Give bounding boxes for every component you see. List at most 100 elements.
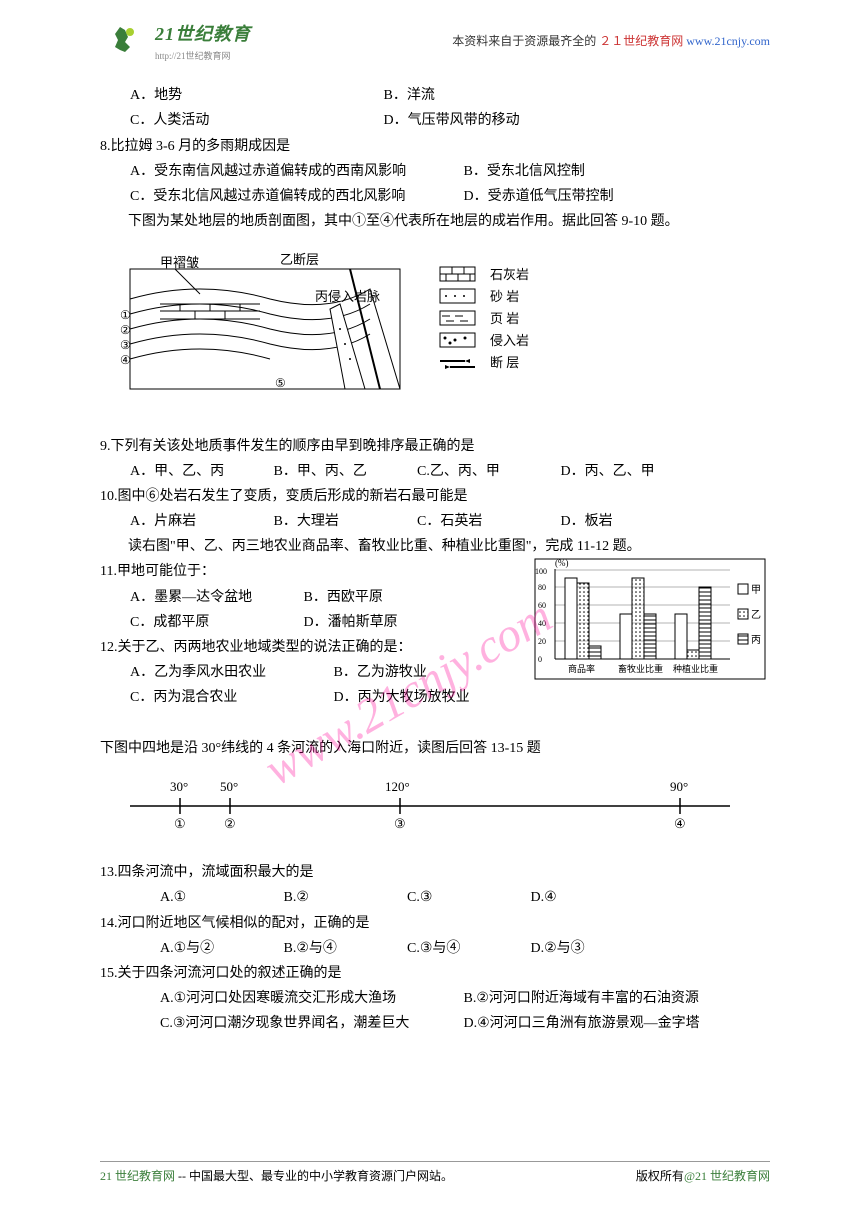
svg-text:石灰岩: 石灰岩	[490, 267, 529, 282]
q8-options-row1: A．受东南信风越过赤道偏转成的西南风影响 B．受东北信风控制	[100, 159, 770, 184]
prev-question-options-1: A．地势 B．洋流	[100, 83, 770, 108]
q14-a: A.①与②	[160, 936, 250, 961]
svg-text:丙: 丙	[751, 635, 761, 646]
question-8-stem: 8.比拉姆 3-6 月的多雨期成因是	[100, 134, 770, 159]
question-15-stem: 15.关于四条河流河口处的叙述正确的是	[100, 961, 770, 986]
svg-text:80: 80	[538, 583, 546, 592]
svg-text:甲褶皱: 甲褶皱	[160, 255, 199, 270]
svg-text:①: ①	[174, 816, 186, 831]
q13-intro: 下图中四地是沿 30°纬线的 4 条河流的入海口附近，读图后回答 13-15 题	[100, 736, 770, 761]
question-9-stem: 9.下列有关该处地质事件发生的顺序由早到晚排序最正确的是	[100, 434, 770, 459]
svg-text:砂 岩: 砂 岩	[490, 289, 519, 304]
footer-text: -- 中国最大型、最专业的中小学教育资源门户网站。	[175, 1169, 453, 1183]
bar-chart: (%) 0 20 40 60 80 100 商品率 畜牧业比重 种植业比重 甲 乙 丙	[530, 554, 770, 684]
q11-b: B．西欧平原	[304, 590, 383, 605]
q14-options: A.①与② B.②与④ C.③与④ D.②与③	[100, 936, 770, 961]
opt-c: C．人类活动	[130, 108, 380, 133]
svg-text:②: ②	[224, 816, 236, 831]
question-10-stem: 10.图中⑥处岩石发生了变质，变质后形成的新岩石最可能是	[100, 484, 770, 509]
q13-c: C.③	[407, 885, 497, 910]
q10-options: A．片麻岩 B．大理岩 C．石英岩 D．板岩	[100, 509, 770, 534]
q13-b: B.②	[284, 885, 374, 910]
q12-b: B．乙为游牧业	[334, 665, 427, 680]
q9-b: B．甲、丙、乙	[274, 459, 414, 484]
svg-text:④: ④	[120, 353, 131, 367]
q8-d: D．受赤道低气压带控制	[464, 189, 614, 204]
svg-text:④: ④	[674, 816, 686, 831]
q11-d: D．潘帕斯草原	[304, 615, 398, 630]
logo-url: http://21世纪教育网	[155, 49, 251, 63]
logo-runner-icon	[100, 22, 150, 62]
svg-text:页 岩: 页 岩	[490, 311, 519, 326]
svg-text:20: 20	[538, 637, 546, 646]
page-footer: 21 世纪教育网 -- 中国最大型、最专业的中小学教育资源门户网站。 版权所有@…	[100, 1161, 770, 1186]
svg-text:商品率: 商品率	[568, 663, 595, 674]
q10-a: A．片麻岩	[130, 509, 270, 534]
q13-d: D.④	[531, 885, 621, 910]
q11-c: C．成都平原	[130, 610, 300, 635]
q15-row2: C.③河河口潮汐现象世界闻名，潮差巨大 D.④河河口三角洲有旅游景观—金字塔	[100, 1011, 770, 1036]
q11-a: A．墨累—达令盆地	[130, 585, 300, 610]
svg-text:100: 100	[535, 567, 547, 576]
geology-diagram: 甲褶皱 乙断层 丙侵入岩脉 ① ② ③ ④ ⑤ 石灰岩 砂 岩 页 岩 侵入岩	[120, 249, 600, 399]
svg-text:种植业比重: 种植业比重	[673, 663, 718, 674]
question-13-stem: 13.四条河流中，流域面积最大的是	[100, 860, 770, 885]
q14-c: C.③与④	[407, 936, 497, 961]
svg-text:60: 60	[538, 601, 546, 610]
svg-text:侵入岩: 侵入岩	[490, 333, 529, 348]
svg-text:③: ③	[120, 338, 131, 352]
q8-options-row2: C．受东北信风越过赤道偏转成的西北风影响 D．受赤道低气压带控制	[100, 184, 770, 209]
opt-d: D．气压带风带的移动	[384, 108, 520, 133]
q12-row2: C．丙为混合农业 D．丙为大牧场放牧业	[100, 685, 770, 710]
page-header: 21世纪教育 http://21世纪教育网 本资料来自于资源最齐全的 ２１世纪教…	[100, 20, 770, 63]
opt-a: A．地势	[130, 83, 380, 108]
svg-text:0: 0	[538, 655, 542, 664]
footer-copyright: 版权所有	[636, 1169, 684, 1183]
q15-b: B.②河河口附近海域有丰富的石油资源	[464, 991, 699, 1006]
svg-text:②: ②	[120, 323, 131, 337]
question-14-stem: 14.河口附近地区气候相似的配对，正确的是	[100, 911, 770, 936]
svg-text:乙断层: 乙断层	[280, 252, 319, 267]
q9-d: D．丙、乙、甲	[561, 459, 701, 484]
q13-options: A.① B.② C.③ D.④	[100, 885, 770, 910]
svg-text:断 层: 断 层	[490, 355, 519, 370]
q15-row1: A.①河河口处因寒暖流交汇形成大渔场 B.②河河口附近海域有丰富的石油资源	[100, 986, 770, 1011]
q12-a: A．乙为季风水田农业	[130, 660, 330, 685]
q12-c: C．丙为混合农业	[130, 685, 330, 710]
svg-text:⑤: ⑤	[275, 376, 286, 390]
svg-text:(%): (%)	[555, 558, 569, 568]
q10-d: D．板岩	[561, 509, 701, 534]
q10-b: B．大理岩	[274, 509, 414, 534]
q9-options: A．甲、乙、丙 B．甲、丙、乙 C.乙、丙、甲 D．丙、乙、甲	[100, 459, 770, 484]
q15-d: D.④河河口三角洲有旅游景观—金字塔	[464, 1016, 700, 1031]
svg-text:③: ③	[394, 816, 406, 831]
svg-text:畜牧业比重: 畜牧业比重	[618, 663, 663, 674]
q14-b: B.②与④	[284, 936, 374, 961]
q8-a: A．受东南信风越过赤道偏转成的西南风影响	[130, 159, 460, 184]
q13-a: A.①	[160, 885, 250, 910]
svg-text:30°: 30°	[170, 779, 188, 794]
logo-title: 21世纪教育	[155, 20, 251, 49]
svg-text:40: 40	[538, 619, 546, 628]
source-attribution: 本资料来自于资源最齐全的 ２１世纪教育网 www.21cnjy.com	[452, 32, 770, 51]
prev-question-options-2: C．人类活动 D．气压带风带的移动	[100, 108, 770, 133]
source-prefix: 本资料来自于资源最齐全的	[452, 34, 596, 48]
logo: 21世纪教育 http://21世纪教育网	[100, 20, 251, 63]
footer-brand: 21 世纪教育网	[100, 1169, 175, 1183]
footer-link: @21 世纪教育网	[684, 1169, 770, 1183]
svg-text:丙侵入岩脉: 丙侵入岩脉	[315, 289, 380, 304]
svg-text:①: ①	[120, 308, 131, 322]
q9-intro: 下图为某处地层的地质剖面图，其中①至④代表所在地层的成岩作用。据此回答 9-10…	[100, 209, 770, 234]
q9-a: A．甲、乙、丙	[130, 459, 270, 484]
content-area: A．地势 B．洋流 C．人类活动 D．气压带风带的移动 8.比拉姆 3-6 月的…	[100, 83, 770, 1036]
svg-text:乙: 乙	[751, 609, 761, 621]
q12-d: D．丙为大牧场放牧业	[334, 690, 470, 705]
q9-c: C.乙、丙、甲	[417, 459, 557, 484]
svg-text:甲: 甲	[751, 585, 761, 596]
source-name: ２１世纪教育网	[599, 34, 683, 48]
q14-d: D.②与③	[531, 936, 621, 961]
q15-a: A.①河河口处因寒暖流交汇形成大渔场	[160, 986, 460, 1011]
source-url: www.21cnjy.com	[686, 34, 770, 48]
opt-b: B．洋流	[384, 83, 435, 108]
q10-c: C．石英岩	[417, 509, 557, 534]
